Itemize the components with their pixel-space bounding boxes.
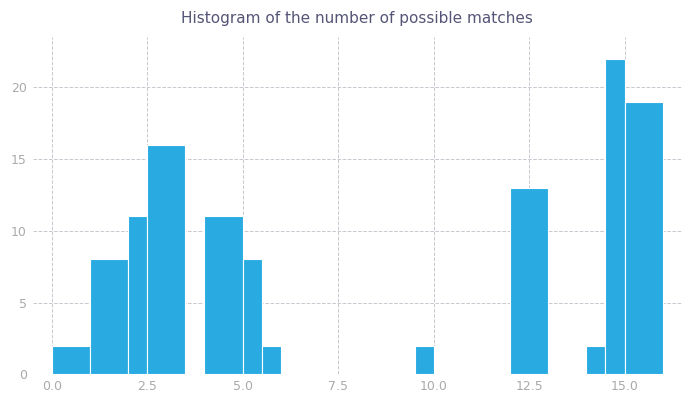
Bar (414, 346, 434, 375)
Bar (147, 145, 185, 375)
Bar (624, 101, 663, 375)
Bar (606, 59, 624, 375)
Bar (90, 259, 128, 375)
Bar (52, 346, 90, 375)
Bar (204, 217, 243, 375)
Bar (128, 217, 147, 375)
Bar (510, 188, 548, 375)
Title: Histogram of the number of possible matches: Histogram of the number of possible matc… (182, 11, 533, 26)
Bar (243, 259, 262, 375)
Bar (262, 346, 281, 375)
Bar (586, 346, 606, 375)
